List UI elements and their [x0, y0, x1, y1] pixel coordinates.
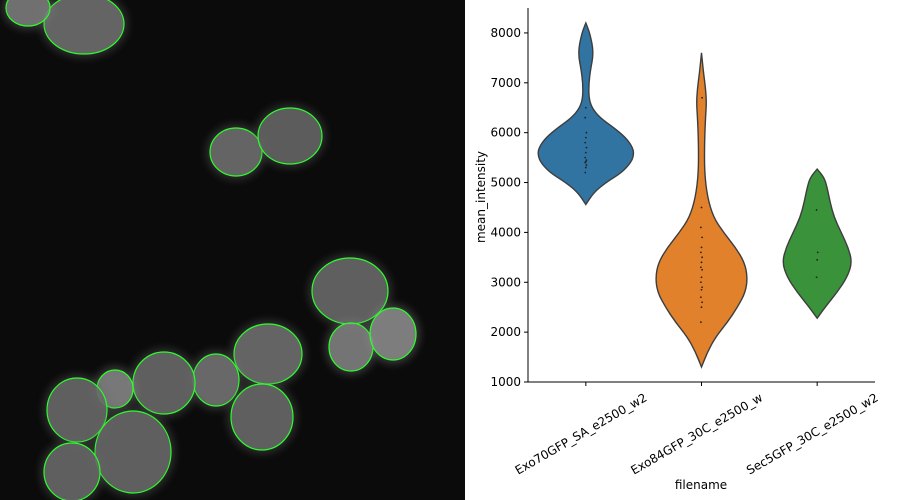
data-point [701, 96, 703, 99]
data-point [701, 286, 703, 289]
violins [537, 21, 852, 369]
data-point [700, 296, 702, 299]
data-point [700, 276, 703, 279]
violin-2 [655, 52, 748, 369]
microscopy-image [0, 0, 465, 500]
violin-chart: 10002000300040005000600070008000Exo70GFP… [474, 8, 881, 492]
y-tick-label: 6000 [490, 126, 521, 140]
data-point [815, 276, 818, 279]
cell-14 [91, 407, 175, 497]
cell-body [370, 308, 416, 360]
cell-body [47, 378, 107, 442]
data-point [584, 166, 587, 169]
cell-body [6, 0, 50, 26]
cell-15 [40, 439, 104, 500]
cell-body [258, 108, 322, 164]
data-point [700, 226, 702, 229]
violin-3 [782, 167, 852, 320]
cell-2 [2, 0, 54, 30]
cell-body [193, 354, 239, 406]
cell-body [133, 352, 195, 414]
data-point [585, 164, 588, 166]
data-point [584, 136, 587, 139]
data-point [816, 251, 819, 254]
data-point [701, 301, 703, 304]
cell-body [44, 443, 100, 500]
data-point [815, 209, 818, 211]
cell-13 [43, 374, 111, 446]
cell-1 [40, 0, 128, 58]
data-point [701, 236, 703, 239]
data-point [700, 206, 703, 209]
data-point [584, 160, 587, 163]
data-point [584, 116, 587, 119]
cell-outline [43, 442, 101, 500]
cell-body [95, 411, 171, 493]
cell-body [44, 0, 124, 54]
y-axis-title: mean_intensity [474, 151, 488, 243]
cell-outline [5, 0, 51, 27]
data-point [700, 261, 703, 264]
data-point [700, 251, 702, 254]
data-point [700, 266, 702, 269]
cell-body [234, 324, 302, 384]
data-point [816, 258, 819, 261]
data-point [585, 131, 588, 134]
cell-4 [254, 104, 326, 168]
cell-outline [230, 383, 294, 451]
y-tick-label: 2000 [490, 325, 521, 339]
cell-5 [308, 254, 392, 328]
data-point [585, 146, 588, 149]
cell-body [210, 128, 262, 176]
data-point [701, 256, 703, 259]
y-tick-label: 1000 [490, 375, 521, 389]
data-point [700, 281, 702, 284]
cell-9 [189, 350, 243, 410]
data-point [585, 159, 588, 161]
y-tick-label: 4000 [490, 225, 521, 239]
data-point [584, 106, 587, 109]
y-tick-label: 5000 [490, 176, 521, 190]
data-point [584, 171, 587, 174]
y-tick-label: 8000 [490, 26, 521, 40]
data-point [700, 306, 703, 309]
data-point [700, 246, 703, 249]
cell-outline [257, 107, 323, 165]
data-point [584, 156, 587, 159]
violin-1 [537, 21, 635, 206]
data-point [584, 141, 587, 144]
cell-segmentation-overlay [2, 0, 420, 500]
cell-6 [325, 319, 377, 375]
cell-11 [129, 348, 199, 418]
x-axis-title: filename [675, 478, 727, 492]
cell-7 [366, 304, 420, 364]
x-tick-label: Sec5GFP_30C_e2500_w2 [744, 390, 881, 477]
data-point [700, 288, 703, 291]
y-tick-label: 3000 [490, 275, 521, 289]
y-tick-label: 7000 [490, 76, 521, 90]
cell-8 [230, 320, 306, 388]
cell-body [312, 258, 388, 324]
data-point [701, 268, 703, 271]
cell-body [329, 323, 373, 371]
cell-outline [369, 307, 417, 361]
cell-body [231, 384, 293, 450]
data-point [584, 151, 587, 154]
data-point [700, 321, 702, 324]
cell-10 [227, 380, 297, 454]
